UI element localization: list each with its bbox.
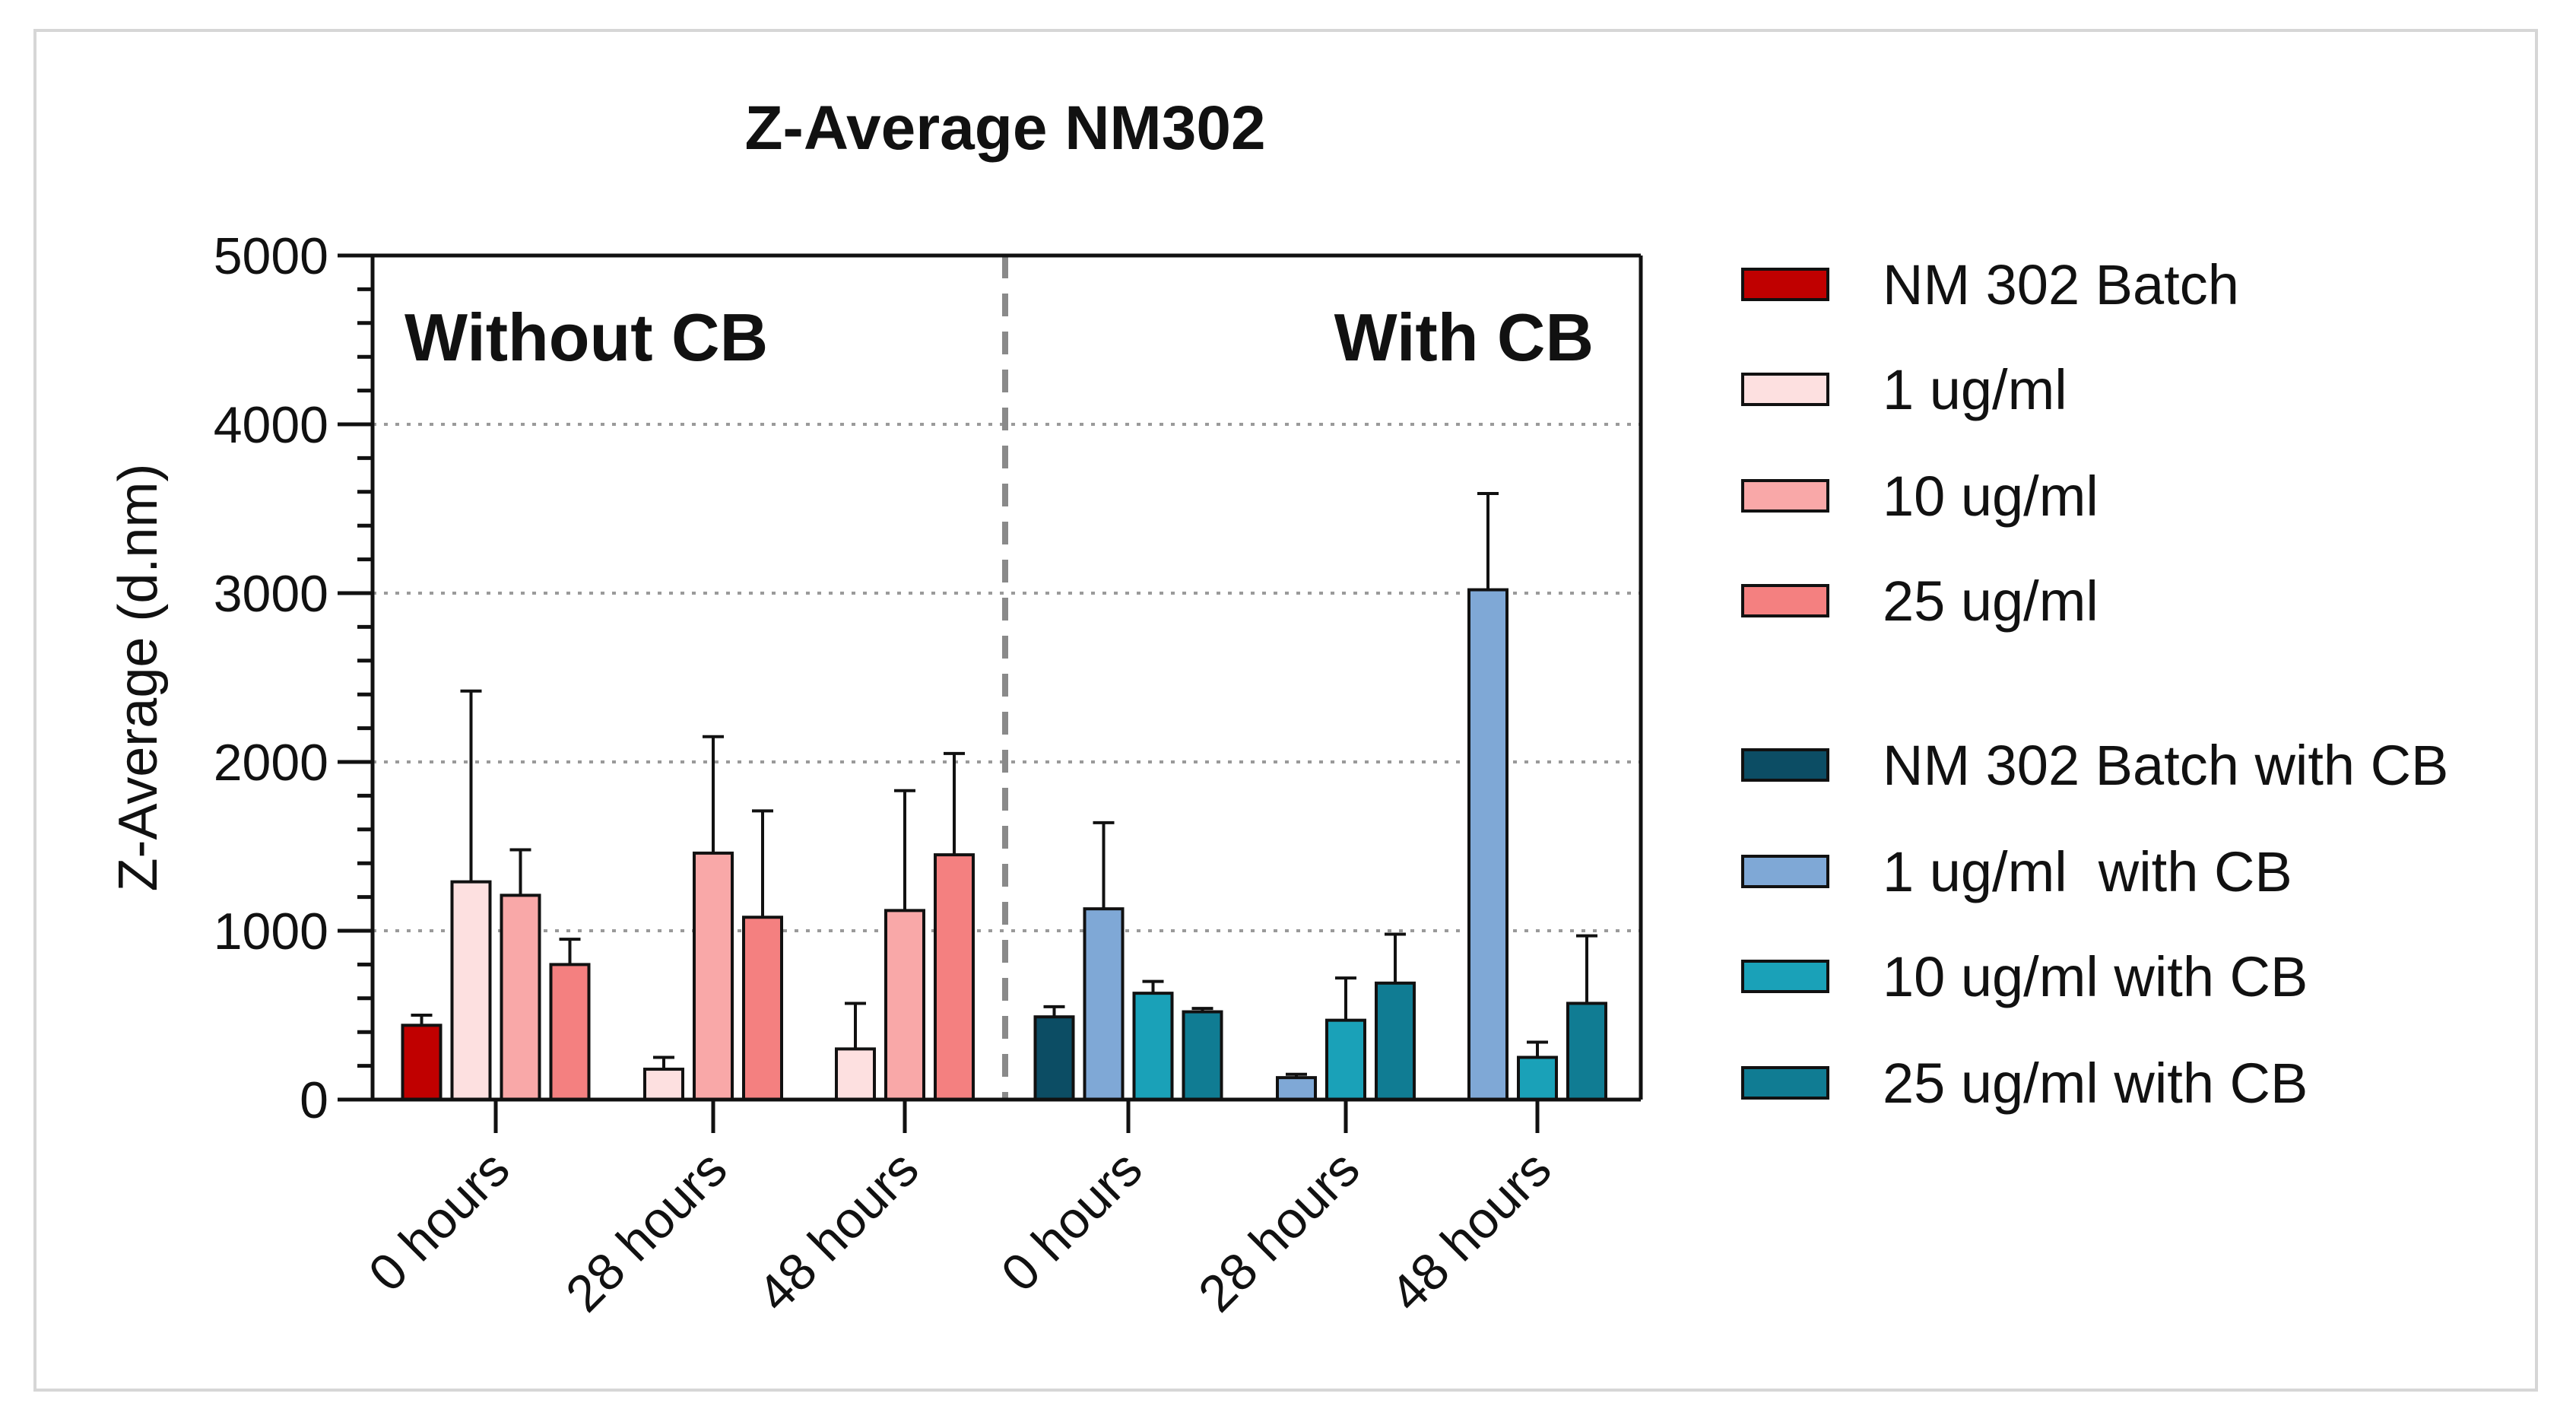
bar-with-cb-0-3: [1182, 1010, 1223, 1102]
bar-without-cb-2-2: [884, 909, 925, 1101]
bar-without-cb-1-3: [742, 916, 783, 1101]
y-tick-label: 1000: [214, 903, 328, 960]
panel-label-with-cb: With CB: [1334, 300, 1594, 375]
legend-swatch: [1741, 1066, 1829, 1100]
y-tick-label: 0: [300, 1071, 328, 1129]
bar-with-cb-1-2: [1325, 1018, 1366, 1102]
legend-swatch: [1741, 479, 1829, 513]
bar-without-cb-1-2: [693, 851, 734, 1101]
legend: NM 302 Batch 1 ug/ml 10 ug/ml 25 ug/ml NM 30…: [1741, 253, 2448, 1115]
legend-swatch: [1741, 855, 1829, 888]
x-tick-labels: 0 hours 28 hours 48 hours 0 hours 28 hours 48…: [357, 1140, 1562, 1323]
legend-label: 10 ug/ml: [1883, 465, 2099, 528]
bar-with-cb-1-1: [1276, 1076, 1317, 1102]
bar-without-cb-0-1: [450, 880, 492, 1101]
legend-label: 1 ug/ml with CB: [1883, 840, 2292, 903]
bar-with-cb-0-0: [1033, 1015, 1075, 1101]
y-tick-label: 4000: [214, 396, 328, 454]
bar-without-cb-1-1: [643, 1068, 684, 1102]
bar-without-cb-0-2: [500, 894, 541, 1101]
chart-title: Z-Average NM302: [744, 94, 1265, 163]
bar-without-cb-2-3: [934, 853, 975, 1101]
legend-swatch: [1741, 268, 1829, 301]
x-tick-label: 0 hours: [357, 1140, 520, 1303]
bar-with-cb-2-1: [1467, 588, 1508, 1101]
bar-without-cb-0-0: [401, 1024, 443, 1101]
x-tick-label: 28 hours: [555, 1140, 738, 1323]
axes: [370, 253, 1643, 1102]
y-tick-label: 2000: [214, 734, 328, 792]
axis-ticks: 0 1000 2000 3000 4000 5000: [214, 227, 1540, 1133]
legend-swatch: [1741, 373, 1829, 406]
legend-swatch: [1741, 960, 1829, 993]
legend-label: 1 ug/ml: [1883, 358, 2067, 421]
x-tick-label: 0 hours: [990, 1140, 1153, 1303]
x-tick-label: 48 hours: [1379, 1140, 1562, 1323]
bar-with-cb-0-2: [1132, 992, 1174, 1102]
y-tick-label: 5000: [214, 227, 328, 285]
bar-without-cb-2-1: [835, 1047, 876, 1102]
bar-with-cb-1-3: [1375, 981, 1416, 1101]
legend-swatch: [1741, 748, 1829, 782]
bar-without-cb-0-3: [549, 963, 591, 1102]
legend-label: 25 ug/ml with CB: [1883, 1052, 2308, 1115]
legend-label: NM 302 Batch with CB: [1883, 734, 2448, 797]
y-tick-label: 3000: [214, 565, 328, 623]
bar-with-cb-2-2: [1517, 1055, 1558, 1101]
x-tick-label: 48 hours: [747, 1140, 930, 1323]
bar-with-cb-2-3: [1566, 1001, 1607, 1101]
x-tick-label: 28 hours: [1188, 1140, 1371, 1323]
legend-label: NM 302 Batch: [1883, 253, 2239, 316]
bar-with-cb-0-1: [1083, 907, 1125, 1102]
y-axis-title: Z-Average (d.nm): [108, 464, 169, 892]
legend-label: 10 ug/ml with CB: [1883, 945, 2308, 1008]
panel-label-without-cb: Without CB: [404, 300, 768, 375]
legend-label: 25 ug/ml: [1883, 570, 2099, 633]
error-bar-layer: [411, 492, 1597, 1078]
legend-swatch: [1741, 584, 1829, 617]
